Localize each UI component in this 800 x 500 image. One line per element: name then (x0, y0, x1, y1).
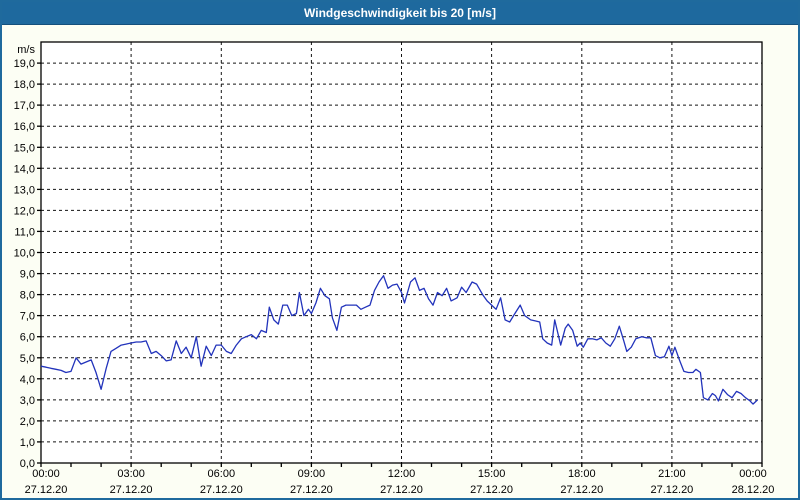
x-tick-date: 27.12.20 (560, 484, 603, 496)
x-tick-time: 09:00 (298, 468, 326, 480)
x-tick-time: 15:00 (478, 468, 506, 480)
y-tick-label: 12,0 (14, 205, 35, 217)
x-tick-time: 21:00 (658, 468, 686, 480)
chart-area: 0,0 1,0 2,0 3,0 4,0 5,0 6,0 7,0 8,0 9,0 10,0 11,0 12… (2, 24, 798, 498)
axis-ticks (37, 62, 763, 467)
chart-canvas: 0,0 1,0 2,0 3,0 4,0 5,0 6,0 7,0 8,0 9,0 10,0 11,0 12… (14, 41, 775, 496)
x-tick-time: 00:00 (739, 468, 767, 480)
x-tick-date: 27.12.20 (25, 484, 68, 496)
x-tick-date: 27.12.20 (380, 484, 423, 496)
y-tick-label: 1,0 (20, 437, 35, 449)
y-tick-label: 17,0 (14, 100, 35, 112)
y-tick-label: 7,0 (20, 311, 35, 323)
y-tick-label: 3,0 (20, 395, 35, 407)
y-tick-label: 9,0 (20, 269, 35, 281)
chart-title: Windgeschwindigkeit bis 20 [m/s] (304, 6, 496, 20)
x-tick-time: 03:00 (117, 468, 145, 480)
y-tick-label: 11,0 (14, 226, 35, 238)
x-tick-time: 06:00 (208, 468, 236, 480)
series-windspeed-line (40, 275, 758, 405)
y-axis-labels: 0,0 1,0 2,0 3,0 4,0 5,0 6,0 7,0 8,0 9,0 10,0 11,0 12… (14, 44, 36, 470)
y-tick-label: 10,0 (14, 248, 35, 260)
x-tick-date: 27.12.20 (200, 484, 243, 496)
y-tick-label: 4,0 (20, 374, 35, 386)
y-tick-label: 13,0 (14, 184, 35, 196)
y-tick-label: 16,0 (14, 121, 35, 133)
vertical-gridlines (130, 42, 673, 463)
chart-title-bar: Windgeschwindigkeit bis 20 [m/s] (2, 2, 798, 25)
y-tick-label: 2,0 (20, 416, 35, 428)
x-tick-time: 18:00 (568, 468, 596, 480)
y-tick-label: 14,0 (14, 163, 35, 175)
y-tick-label: 15,0 (14, 142, 35, 154)
y-tick-label: 6,0 (20, 332, 35, 344)
x-tick-date: 28.12.20 (732, 484, 775, 496)
y-tick-label: 5,0 (20, 353, 35, 365)
x-axis-labels: 00:00 27.12.20 03:00 27.12.20 06:00 27.12.20 0… (25, 468, 775, 496)
y-tick-label: 8,0 (20, 290, 35, 302)
x-tick-time: 12:00 (388, 468, 416, 480)
x-tick-time: 00:00 (32, 468, 60, 480)
y-tick-label: 0,0 (20, 458, 35, 470)
x-tick-date: 27.12.20 (470, 484, 513, 496)
y-tick-label: 19,0 (14, 58, 35, 70)
x-tick-date: 27.12.20 (650, 484, 693, 496)
y-axis-unit: m/s (17, 44, 35, 56)
x-tick-date: 27.12.20 (110, 484, 153, 496)
y-tick-label: 18,0 (14, 79, 35, 91)
x-tick-date: 27.12.20 (290, 484, 333, 496)
